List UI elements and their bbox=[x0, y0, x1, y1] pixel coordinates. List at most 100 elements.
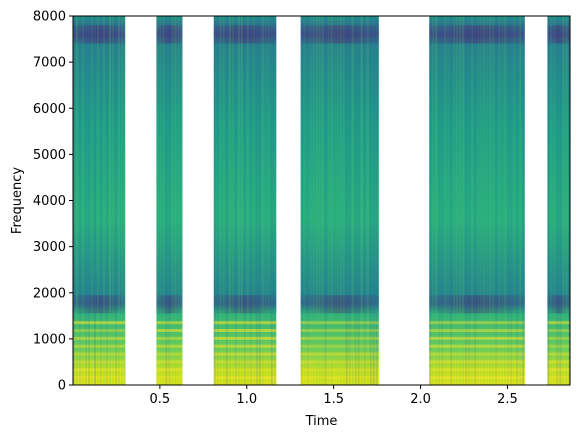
dark-band bbox=[547, 295, 570, 314]
harmonic-stripe bbox=[213, 352, 277, 356]
texture-column bbox=[321, 16, 324, 385]
texture-column bbox=[300, 16, 303, 385]
texture-column bbox=[94, 16, 96, 385]
texture-column bbox=[547, 16, 550, 385]
texture-column bbox=[498, 16, 501, 385]
texture-column bbox=[73, 16, 75, 385]
texture-column bbox=[243, 16, 246, 385]
texture-column bbox=[273, 16, 276, 385]
texture-column bbox=[162, 16, 165, 385]
harmonic-stripe bbox=[73, 368, 126, 372]
texture-column bbox=[339, 16, 342, 385]
harmonic-stripe bbox=[547, 329, 570, 333]
texture-column bbox=[103, 16, 105, 385]
y-tick-label: 7000 bbox=[33, 56, 66, 71]
texture-column bbox=[477, 16, 480, 385]
texture-column bbox=[100, 16, 102, 385]
texture-column bbox=[516, 16, 519, 385]
texture-column bbox=[559, 16, 562, 385]
x-tick-label: 0.5 bbox=[150, 392, 171, 407]
x-tick-label: 2.5 bbox=[497, 392, 518, 407]
harmonic-stripe bbox=[300, 352, 379, 356]
texture-column bbox=[333, 16, 336, 385]
texture-column bbox=[492, 16, 495, 385]
texture-column bbox=[486, 16, 489, 385]
harmonic-stripe bbox=[300, 336, 379, 340]
texture-column bbox=[88, 16, 90, 385]
harmonic-stripe bbox=[429, 336, 525, 340]
texture-column bbox=[171, 16, 174, 385]
texture-column bbox=[213, 16, 216, 385]
texture-column bbox=[447, 16, 450, 385]
texture-column bbox=[234, 16, 237, 385]
texture-column bbox=[112, 16, 114, 385]
harmonic-stripe bbox=[73, 336, 126, 340]
texture-column bbox=[504, 16, 507, 385]
harmonic-stripe bbox=[156, 336, 183, 340]
y-tick-label: 0 bbox=[58, 379, 66, 394]
plot-area bbox=[73, 16, 570, 385]
texture-column bbox=[345, 16, 348, 385]
texture-column bbox=[375, 16, 378, 385]
texture-column bbox=[465, 16, 468, 385]
spectrogram-segment bbox=[429, 16, 525, 385]
harmonic-stripe bbox=[429, 360, 525, 364]
texture-column bbox=[240, 16, 243, 385]
texture-column bbox=[510, 16, 513, 385]
texture-column bbox=[441, 16, 444, 385]
harmonic-stripe bbox=[156, 352, 183, 356]
texture-column bbox=[378, 16, 381, 385]
harmonic-stripe bbox=[213, 376, 277, 380]
texture-column bbox=[453, 16, 456, 385]
texture-column bbox=[501, 16, 504, 385]
harmonic-stripe bbox=[213, 368, 277, 372]
texture-column bbox=[360, 16, 363, 385]
texture-column bbox=[174, 16, 177, 385]
harmonic-stripe bbox=[300, 376, 379, 380]
harmonic-stripe bbox=[156, 321, 183, 325]
texture-column bbox=[228, 16, 231, 385]
harmonic-stripe bbox=[547, 321, 570, 325]
dark-band bbox=[213, 25, 277, 44]
texture-column bbox=[495, 16, 498, 385]
texture-column bbox=[231, 16, 234, 385]
texture-column bbox=[330, 16, 333, 385]
dark-band bbox=[156, 25, 183, 44]
y-tick-label: 1000 bbox=[33, 332, 66, 347]
harmonic-stripe bbox=[213, 344, 277, 348]
texture-column bbox=[121, 16, 123, 385]
harmonic-stripe bbox=[429, 329, 525, 333]
harmonic-stripe bbox=[213, 360, 277, 364]
harmonic-stripe bbox=[429, 376, 525, 380]
harmonic-stripe bbox=[73, 329, 126, 333]
texture-column bbox=[435, 16, 438, 385]
texture-column bbox=[372, 16, 375, 385]
texture-column bbox=[82, 16, 84, 385]
texture-column bbox=[507, 16, 510, 385]
harmonic-stripe bbox=[213, 336, 277, 340]
texture-column bbox=[124, 16, 126, 385]
texture-column bbox=[115, 16, 117, 385]
harmonic-stripe bbox=[300, 368, 379, 372]
texture-column bbox=[85, 16, 87, 385]
texture-column bbox=[369, 16, 372, 385]
texture-column bbox=[483, 16, 486, 385]
texture-column bbox=[438, 16, 441, 385]
texture-column bbox=[444, 16, 447, 385]
texture-column bbox=[522, 16, 525, 385]
harmonic-stripe bbox=[547, 376, 570, 380]
texture-column bbox=[309, 16, 312, 385]
dark-band bbox=[429, 295, 525, 314]
harmonic-stripe bbox=[547, 360, 570, 364]
y-tick-label: 4000 bbox=[33, 194, 66, 209]
texture-column bbox=[177, 16, 180, 385]
texture-column bbox=[264, 16, 267, 385]
texture-column bbox=[357, 16, 360, 385]
texture-column bbox=[255, 16, 258, 385]
texture-column bbox=[237, 16, 240, 385]
dark-band bbox=[300, 295, 379, 314]
texture-column bbox=[468, 16, 471, 385]
texture-column bbox=[354, 16, 357, 385]
harmonic-stripe bbox=[73, 376, 126, 380]
